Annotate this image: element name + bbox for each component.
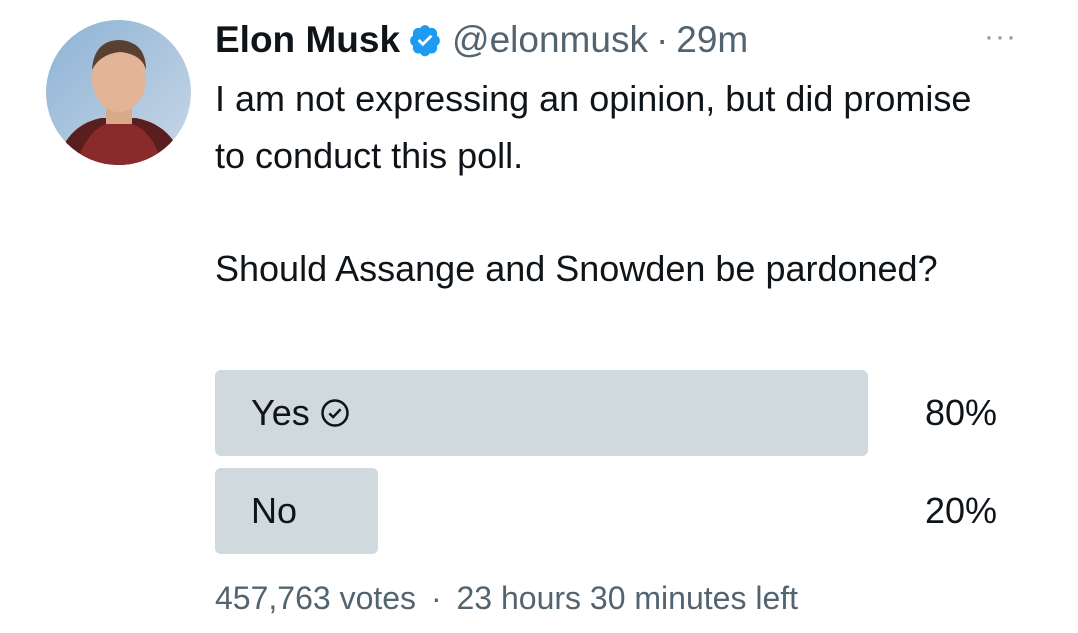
- timestamp[interactable]: 29m: [676, 19, 749, 60]
- option-label: No: [251, 490, 298, 531]
- separator: ·: [655, 19, 669, 60]
- time-left: 23 hours 30 minutes left: [456, 580, 799, 616]
- poll-footer: 457,763 votes · 23 hours 30 minutes left: [215, 580, 798, 617]
- option-percent: 20%: [924, 490, 997, 531]
- option-label: Yes: [251, 392, 310, 433]
- poll-option: No 20%: [215, 468, 1031, 554]
- poll-bar: [215, 468, 379, 554]
- poll-bar: [215, 370, 868, 456]
- option-label-wrap: Yes: [251, 370, 350, 456]
- avatar[interactable]: [46, 20, 191, 165]
- tweet-header: Elon Musk @elonmusk · 29m: [215, 14, 748, 66]
- paragraph: Should Assange and Snowden be pardoned?: [215, 248, 938, 289]
- separator: ·: [430, 580, 442, 616]
- verified-badge: [410, 25, 440, 57]
- poll-option: Yes 80%: [215, 370, 1031, 456]
- tweet-text: I am not expressing an opinion, but did …: [215, 70, 995, 353]
- option-label-wrap: No: [251, 468, 297, 554]
- author-handle[interactable]: @elonmusk: [452, 19, 648, 60]
- vote-count: 457,763 votes: [215, 580, 417, 616]
- chosen-icon: [320, 399, 349, 427]
- paragraph: I am not expressing an opinion, but did …: [215, 78, 972, 176]
- option-percent: 80%: [924, 392, 997, 433]
- author-name[interactable]: Elon Musk: [215, 19, 401, 60]
- more-button[interactable]: ···: [984, 20, 1017, 53]
